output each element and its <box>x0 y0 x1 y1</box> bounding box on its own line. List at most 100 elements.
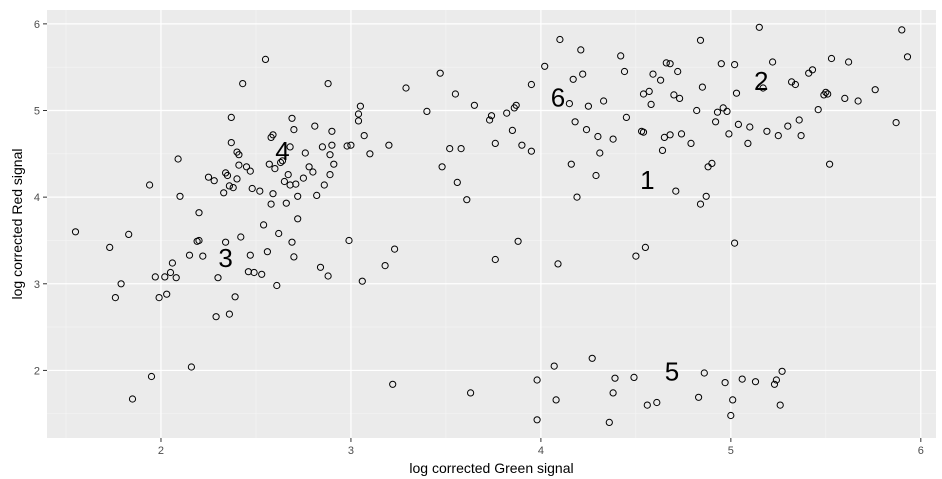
data-point <box>185 251 194 259</box>
data-point <box>588 354 596 362</box>
data-point <box>324 80 332 88</box>
data-point <box>385 141 393 149</box>
data-point <box>453 178 461 186</box>
data-point <box>784 122 792 130</box>
data-point <box>674 67 682 76</box>
data-point <box>645 87 653 96</box>
data-point <box>235 151 243 159</box>
data-point <box>446 145 454 153</box>
data-point <box>146 181 154 189</box>
data-point <box>609 389 617 397</box>
data-point <box>210 177 218 185</box>
data-point <box>666 131 674 139</box>
data-point <box>696 200 705 208</box>
data-point <box>824 90 832 98</box>
data-point <box>199 252 207 260</box>
data-point <box>242 163 251 171</box>
data-point <box>354 117 363 125</box>
data-point <box>246 251 254 259</box>
data-point <box>71 228 80 236</box>
data-point <box>565 100 574 108</box>
x-tick-labels: 2 3 4 5 6 <box>158 445 924 457</box>
data-point <box>734 120 743 129</box>
data-point <box>746 123 754 131</box>
data-point <box>763 127 771 135</box>
data-point <box>491 139 499 147</box>
data-point <box>294 215 302 223</box>
data-point <box>772 376 781 384</box>
data-point <box>111 294 120 302</box>
data-point <box>698 83 707 91</box>
data-point <box>751 378 760 386</box>
data-point <box>227 113 235 122</box>
data-point <box>237 233 245 241</box>
data-point <box>260 221 268 229</box>
data-point <box>717 60 725 68</box>
data-point <box>187 363 195 371</box>
axis-ticks <box>43 23 922 442</box>
data-point <box>128 395 137 403</box>
data-point <box>725 130 733 138</box>
y-tick-label: 5 <box>34 106 40 118</box>
data-point <box>617 52 625 60</box>
data-point <box>227 139 235 147</box>
data-point <box>609 135 617 143</box>
data-point <box>269 190 277 198</box>
data-point <box>491 255 499 264</box>
data-point <box>117 280 125 288</box>
data-point <box>309 168 317 176</box>
data-point <box>702 192 710 200</box>
data-point <box>168 259 176 267</box>
data-point <box>161 273 169 281</box>
data-point <box>358 277 366 285</box>
data-point <box>533 376 541 384</box>
cluster-label: 4 <box>275 136 289 166</box>
data-point <box>653 398 661 407</box>
data-point <box>463 196 471 204</box>
data-point <box>854 97 862 105</box>
data-point <box>290 253 298 261</box>
data-point <box>151 273 159 281</box>
data-point <box>467 389 475 397</box>
data-point <box>271 165 279 173</box>
data-point <box>723 107 731 116</box>
data-point <box>486 116 494 124</box>
data-point <box>620 67 629 76</box>
data-point <box>318 143 326 151</box>
data-point <box>596 149 604 157</box>
plot-panel <box>47 10 936 438</box>
data-point <box>423 107 431 116</box>
data-point <box>871 86 879 94</box>
data-point <box>225 182 233 190</box>
data-point <box>670 91 678 99</box>
data-point <box>225 310 233 318</box>
data-point <box>360 132 368 140</box>
data-point <box>797 132 805 140</box>
data-point <box>470 101 478 109</box>
data-point <box>275 229 283 238</box>
data-point <box>592 171 600 180</box>
minor-gridlines <box>47 10 936 438</box>
data-point <box>567 160 575 168</box>
data-point <box>487 112 496 120</box>
data-point <box>514 237 522 245</box>
data-point <box>436 69 444 77</box>
data-point <box>731 239 739 247</box>
data-point <box>288 238 296 246</box>
data-point <box>903 53 912 61</box>
data-point <box>666 60 674 68</box>
data-point <box>343 142 351 150</box>
data-point <box>313 191 321 199</box>
data-point <box>579 70 587 78</box>
cluster-label: 2 <box>754 66 768 96</box>
x-tick-label: 3 <box>348 445 354 457</box>
data-point <box>774 132 782 140</box>
data-point <box>391 245 399 253</box>
data-point <box>676 94 684 103</box>
data-point <box>600 97 608 105</box>
data-point <box>248 184 256 193</box>
data-point <box>267 200 275 208</box>
data-point <box>657 76 665 84</box>
data-point <box>214 274 222 282</box>
